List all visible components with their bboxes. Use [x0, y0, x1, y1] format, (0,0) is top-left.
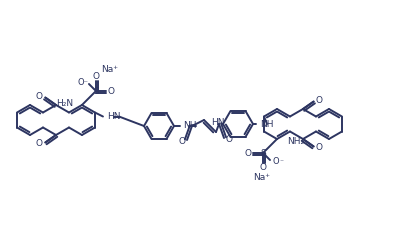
- Text: O: O: [178, 137, 186, 146]
- Text: Na⁺: Na⁺: [253, 172, 271, 181]
- Text: O: O: [273, 157, 279, 167]
- Text: O: O: [225, 136, 233, 145]
- Text: O: O: [245, 149, 251, 157]
- Text: O: O: [36, 139, 43, 148]
- Text: S: S: [93, 86, 99, 95]
- Text: O: O: [315, 143, 322, 152]
- Text: O: O: [93, 71, 99, 81]
- Text: H₂N: H₂N: [56, 98, 73, 107]
- Text: NH₂: NH₂: [287, 137, 304, 145]
- Text: ⁻: ⁻: [279, 157, 283, 167]
- Text: S: S: [260, 149, 266, 157]
- Text: NH: NH: [260, 120, 274, 129]
- Text: HN: HN: [107, 112, 120, 121]
- Text: O: O: [315, 96, 322, 105]
- Text: O: O: [36, 92, 43, 101]
- Text: HN: HN: [211, 118, 225, 126]
- Text: NH: NH: [183, 121, 197, 130]
- Text: O: O: [259, 164, 266, 172]
- Text: O⁻: O⁻: [78, 78, 88, 86]
- Text: Na⁺: Na⁺: [101, 64, 119, 74]
- Text: O: O: [107, 86, 114, 95]
